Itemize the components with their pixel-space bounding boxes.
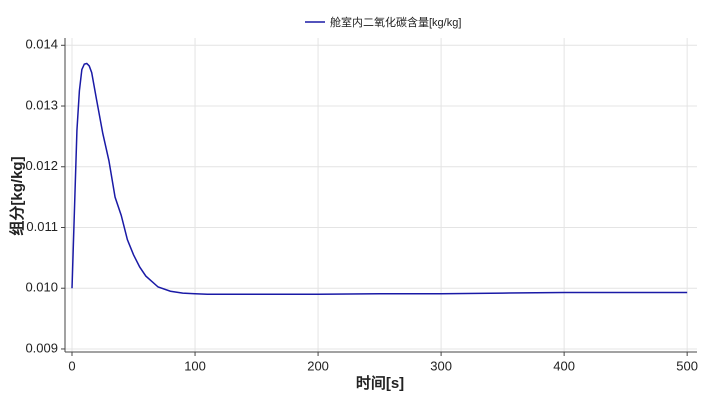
- y-tick-label: 0.009: [25, 340, 58, 355]
- x-tick-label: 0: [68, 358, 75, 373]
- x-tick-label: 400: [553, 358, 575, 373]
- y-axis-label: 组分[kg/kg]: [8, 156, 26, 235]
- legend-label: 舱室内二氧化碳含量[kg/kg]: [330, 15, 461, 29]
- x-tick-label: 300: [430, 358, 452, 373]
- y-tick-label: 0.013: [25, 97, 58, 112]
- x-tick-label: 100: [184, 358, 206, 373]
- x-tick-label: 200: [307, 358, 329, 373]
- y-tick-label: 0.012: [25, 158, 58, 173]
- data-line: [71, 62, 688, 296]
- y-tick-label: 0.014: [25, 37, 58, 52]
- y-tick-label: 0.011: [26, 219, 58, 234]
- x-tick-label: 500: [676, 358, 698, 373]
- y-tick-label: 0.010: [25, 280, 58, 295]
- x-axis-label: 时间[s]: [356, 374, 404, 392]
